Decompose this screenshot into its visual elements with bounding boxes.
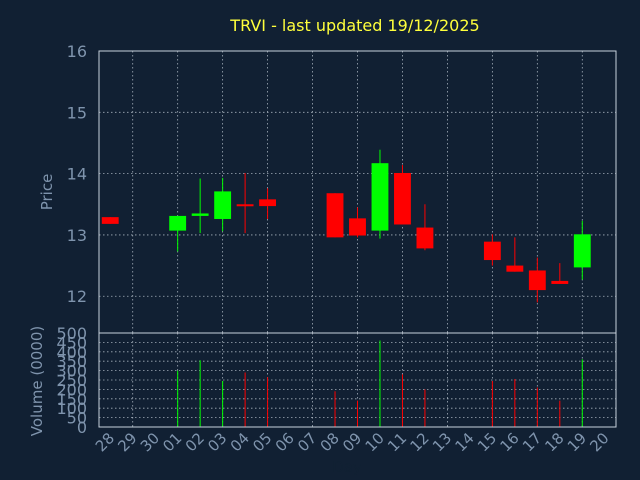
volume-panel-frame — [98, 332, 617, 428]
volume-tick-label: 250 — [56, 371, 87, 390]
volume-tick-label: 450 — [56, 333, 87, 352]
volume-tick-label: 150 — [56, 390, 87, 409]
frame-layer — [98, 50, 617, 428]
volume-tick-label: 500 — [56, 324, 87, 343]
candle-body — [506, 265, 524, 272]
price-tick-label: 14 — [67, 165, 87, 184]
candle-body — [101, 217, 119, 224]
marks-layer — [101, 149, 591, 427]
volume-tick-label: 350 — [56, 352, 87, 371]
candle-body — [394, 172, 411, 225]
price-tick-label: 16 — [67, 42, 87, 61]
candle-body — [528, 270, 546, 291]
volume-tick-label: 50 — [67, 409, 87, 428]
candle-body — [191, 213, 209, 216]
candle-body — [573, 234, 591, 268]
price-tick-label: 13 — [67, 226, 87, 245]
candle-body — [326, 193, 344, 238]
candle-body — [416, 227, 434, 249]
candle-body — [236, 204, 254, 207]
volume-tick-label: 300 — [56, 362, 87, 381]
volume-tick-label: 200 — [56, 380, 87, 399]
candle-body — [483, 241, 501, 261]
volume-tick-label: 100 — [56, 399, 87, 418]
price-tick-label: 15 — [67, 103, 87, 122]
candle-body — [349, 218, 366, 236]
x-axis-label: Day — [332, 458, 362, 476]
chart-title: TRVI - last updated 19/12/2025 — [229, 16, 479, 35]
candle-body — [169, 215, 187, 231]
volume-tick-label: 400 — [56, 343, 87, 362]
candle-body — [551, 280, 569, 284]
candle-body — [371, 163, 389, 231]
candle-body — [259, 199, 277, 207]
volume-axis-label: Volume (0000) — [28, 326, 46, 436]
volume-tick-label: 0 — [77, 418, 87, 437]
candle-body — [214, 191, 232, 219]
price-axis-label: Price — [38, 174, 56, 211]
price-tick-label: 12 — [67, 287, 87, 306]
